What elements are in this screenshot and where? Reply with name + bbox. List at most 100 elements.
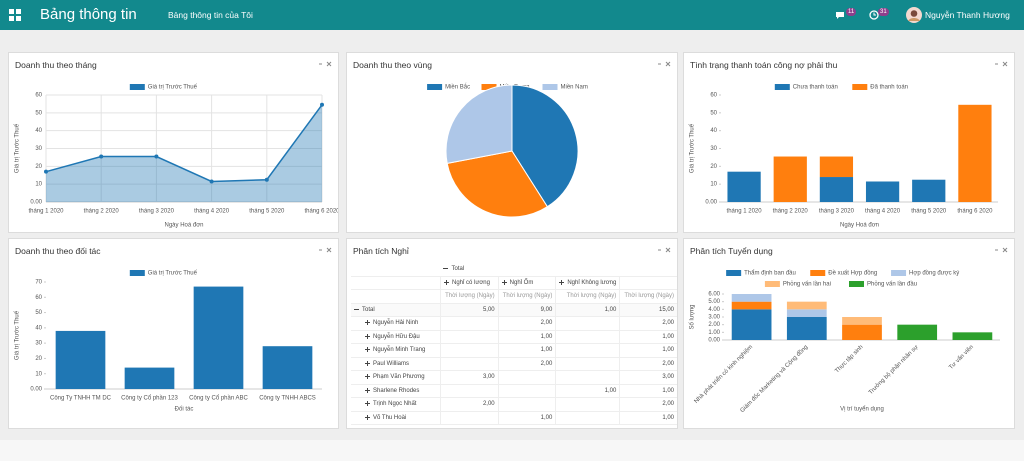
pivot-row-label: Trịnh Ngọc Nhất <box>373 401 417 408</box>
legend-swatch[interactable] <box>542 84 558 90</box>
panel-controls[interactable] <box>994 247 1008 253</box>
close-icon[interactable] <box>1002 247 1008 253</box>
x-axis-title: Vị trí tuyển dụng <box>840 406 884 413</box>
legend-label[interactable]: Đề xuất Hợp đồng <box>828 271 877 277</box>
bar[interactable] <box>958 104 992 202</box>
bar[interactable] <box>952 332 993 340</box>
avatar[interactable] <box>906 7 922 23</box>
expand-icon <box>365 401 370 407</box>
bar[interactable] <box>819 177 854 202</box>
pivot-group: Nghỉ Không lương <box>555 276 620 290</box>
bar[interactable] <box>842 324 882 340</box>
panel-controls[interactable] <box>318 61 332 67</box>
legend-swatch[interactable] <box>849 281 864 287</box>
close-icon[interactable] <box>1002 61 1008 67</box>
pivot-cell: 9,00 <box>497 303 556 317</box>
legend-label[interactable]: Hợp đồng được ký <box>909 271 959 277</box>
bar[interactable] <box>55 330 106 389</box>
bar[interactable] <box>193 286 244 389</box>
expand-icon <box>559 279 565 285</box>
collapse-icon <box>354 306 359 312</box>
pivot-cell <box>497 397 556 412</box>
legend-label[interactable]: Miền Bắc <box>445 84 470 91</box>
pivot-row-label: Nguyễn Hải Ninh <box>373 320 419 327</box>
x-axis-title: Ngày Hoá đơn <box>840 223 879 229</box>
legend-swatch[interactable] <box>129 84 145 90</box>
bar[interactable] <box>819 156 854 178</box>
activities-icon[interactable] <box>869 10 879 20</box>
panel-title: Tình trạng thanh toán công nợ phải thu <box>690 60 838 70</box>
legend-label[interactable]: Phỏng vấn lần hai <box>783 281 831 288</box>
pivot-group-label: Nghỉ Không lương <box>567 279 617 286</box>
bar[interactable] <box>124 367 175 389</box>
bar[interactable] <box>897 324 938 340</box>
point[interactable] <box>209 179 214 184</box>
panel-controls[interactable] <box>657 61 671 67</box>
legend-swatch[interactable] <box>810 270 826 276</box>
legend-label[interactable]: Phỏng vấn lần đầu <box>867 281 917 288</box>
bar[interactable] <box>912 179 946 202</box>
pivot-group: Nghỉ có lương <box>439 276 499 290</box>
bar[interactable] <box>842 317 882 325</box>
bar[interactable] <box>786 301 827 310</box>
panel-title: Doanh thu theo đối tác <box>15 246 101 256</box>
panel-controls[interactable] <box>994 61 1008 67</box>
pivot-cell <box>439 411 499 425</box>
close-icon[interactable] <box>326 247 332 253</box>
point[interactable] <box>154 154 159 159</box>
bar[interactable] <box>786 317 827 340</box>
user-name[interactable]: Nguyễn Thanh Hương <box>925 10 1010 20</box>
close-icon[interactable] <box>665 61 671 67</box>
bar[interactable] <box>731 294 772 302</box>
x-tick-label: tháng 4 2020 <box>865 209 901 215</box>
bar[interactable] <box>865 181 900 202</box>
legend-swatch[interactable] <box>129 270 145 276</box>
chart: Giá trị Trước Thuế 0.00 10 20 30 40 50 60 70 Công… <box>15 270 322 413</box>
pivot-col-total: Total <box>440 263 677 277</box>
bar[interactable] <box>262 346 313 389</box>
y-tick-label: 10 <box>710 182 717 188</box>
pivot-cell: 2,00 <box>497 316 556 331</box>
pivot-row: Nguyễn Minh Trang 1,00 1,00 <box>351 343 677 358</box>
close-icon[interactable] <box>665 247 671 253</box>
breadcrumb[interactable]: Bảng thông tin của Tôi <box>168 10 253 20</box>
pie-slice[interactable] <box>446 150 549 218</box>
legend-label[interactable]: Đã thanh toán <box>870 85 908 91</box>
point[interactable] <box>320 102 324 107</box>
pivot-group: Nghỉ Ốm <box>497 276 556 290</box>
legend-swatch[interactable] <box>774 84 790 90</box>
legend-swatch[interactable] <box>726 270 742 276</box>
legend-swatch[interactable] <box>891 270 907 276</box>
point[interactable] <box>99 154 104 159</box>
close-icon[interactable] <box>326 61 332 67</box>
app-title[interactable]: Bảng thông tin <box>40 6 137 23</box>
panel-controls[interactable] <box>318 247 332 253</box>
point[interactable] <box>44 169 48 174</box>
panel-controls[interactable] <box>657 247 671 253</box>
legend-label[interactable]: Chưa thanh toán <box>793 85 838 91</box>
pie-slice[interactable] <box>445 84 513 164</box>
legend-label[interactable]: Thẩm định ban đầu <box>744 270 796 277</box>
legend-swatch[interactable] <box>427 84 443 90</box>
legend-label[interactable]: Giá trị Trước Thuế <box>148 271 198 277</box>
bar[interactable] <box>731 309 772 340</box>
legend-swatch[interactable] <box>852 84 868 90</box>
legend-swatch[interactable] <box>481 84 497 90</box>
bar[interactable] <box>773 156 807 202</box>
expand-icon <box>365 347 370 353</box>
y-tick-label: 3.00 <box>708 315 720 321</box>
line <box>45 104 323 183</box>
pivot-cell: 2,00 <box>497 357 556 371</box>
legend-label[interactable]: Miền Nam <box>561 85 588 91</box>
bar[interactable] <box>727 171 761 202</box>
messages-icon[interactable] <box>835 11 845 20</box>
point[interactable] <box>264 177 269 182</box>
pivot-row: Total 5,00 9,00 1,00 15,00 <box>351 303 677 317</box>
apps-icon[interactable] <box>9 9 21 21</box>
bar[interactable] <box>786 309 827 317</box>
pivot-cell <box>555 370 620 385</box>
bar[interactable] <box>731 301 772 310</box>
legend-label[interactable]: Giá trị Trước Thuế <box>148 85 198 91</box>
legend-swatch[interactable] <box>764 281 780 287</box>
